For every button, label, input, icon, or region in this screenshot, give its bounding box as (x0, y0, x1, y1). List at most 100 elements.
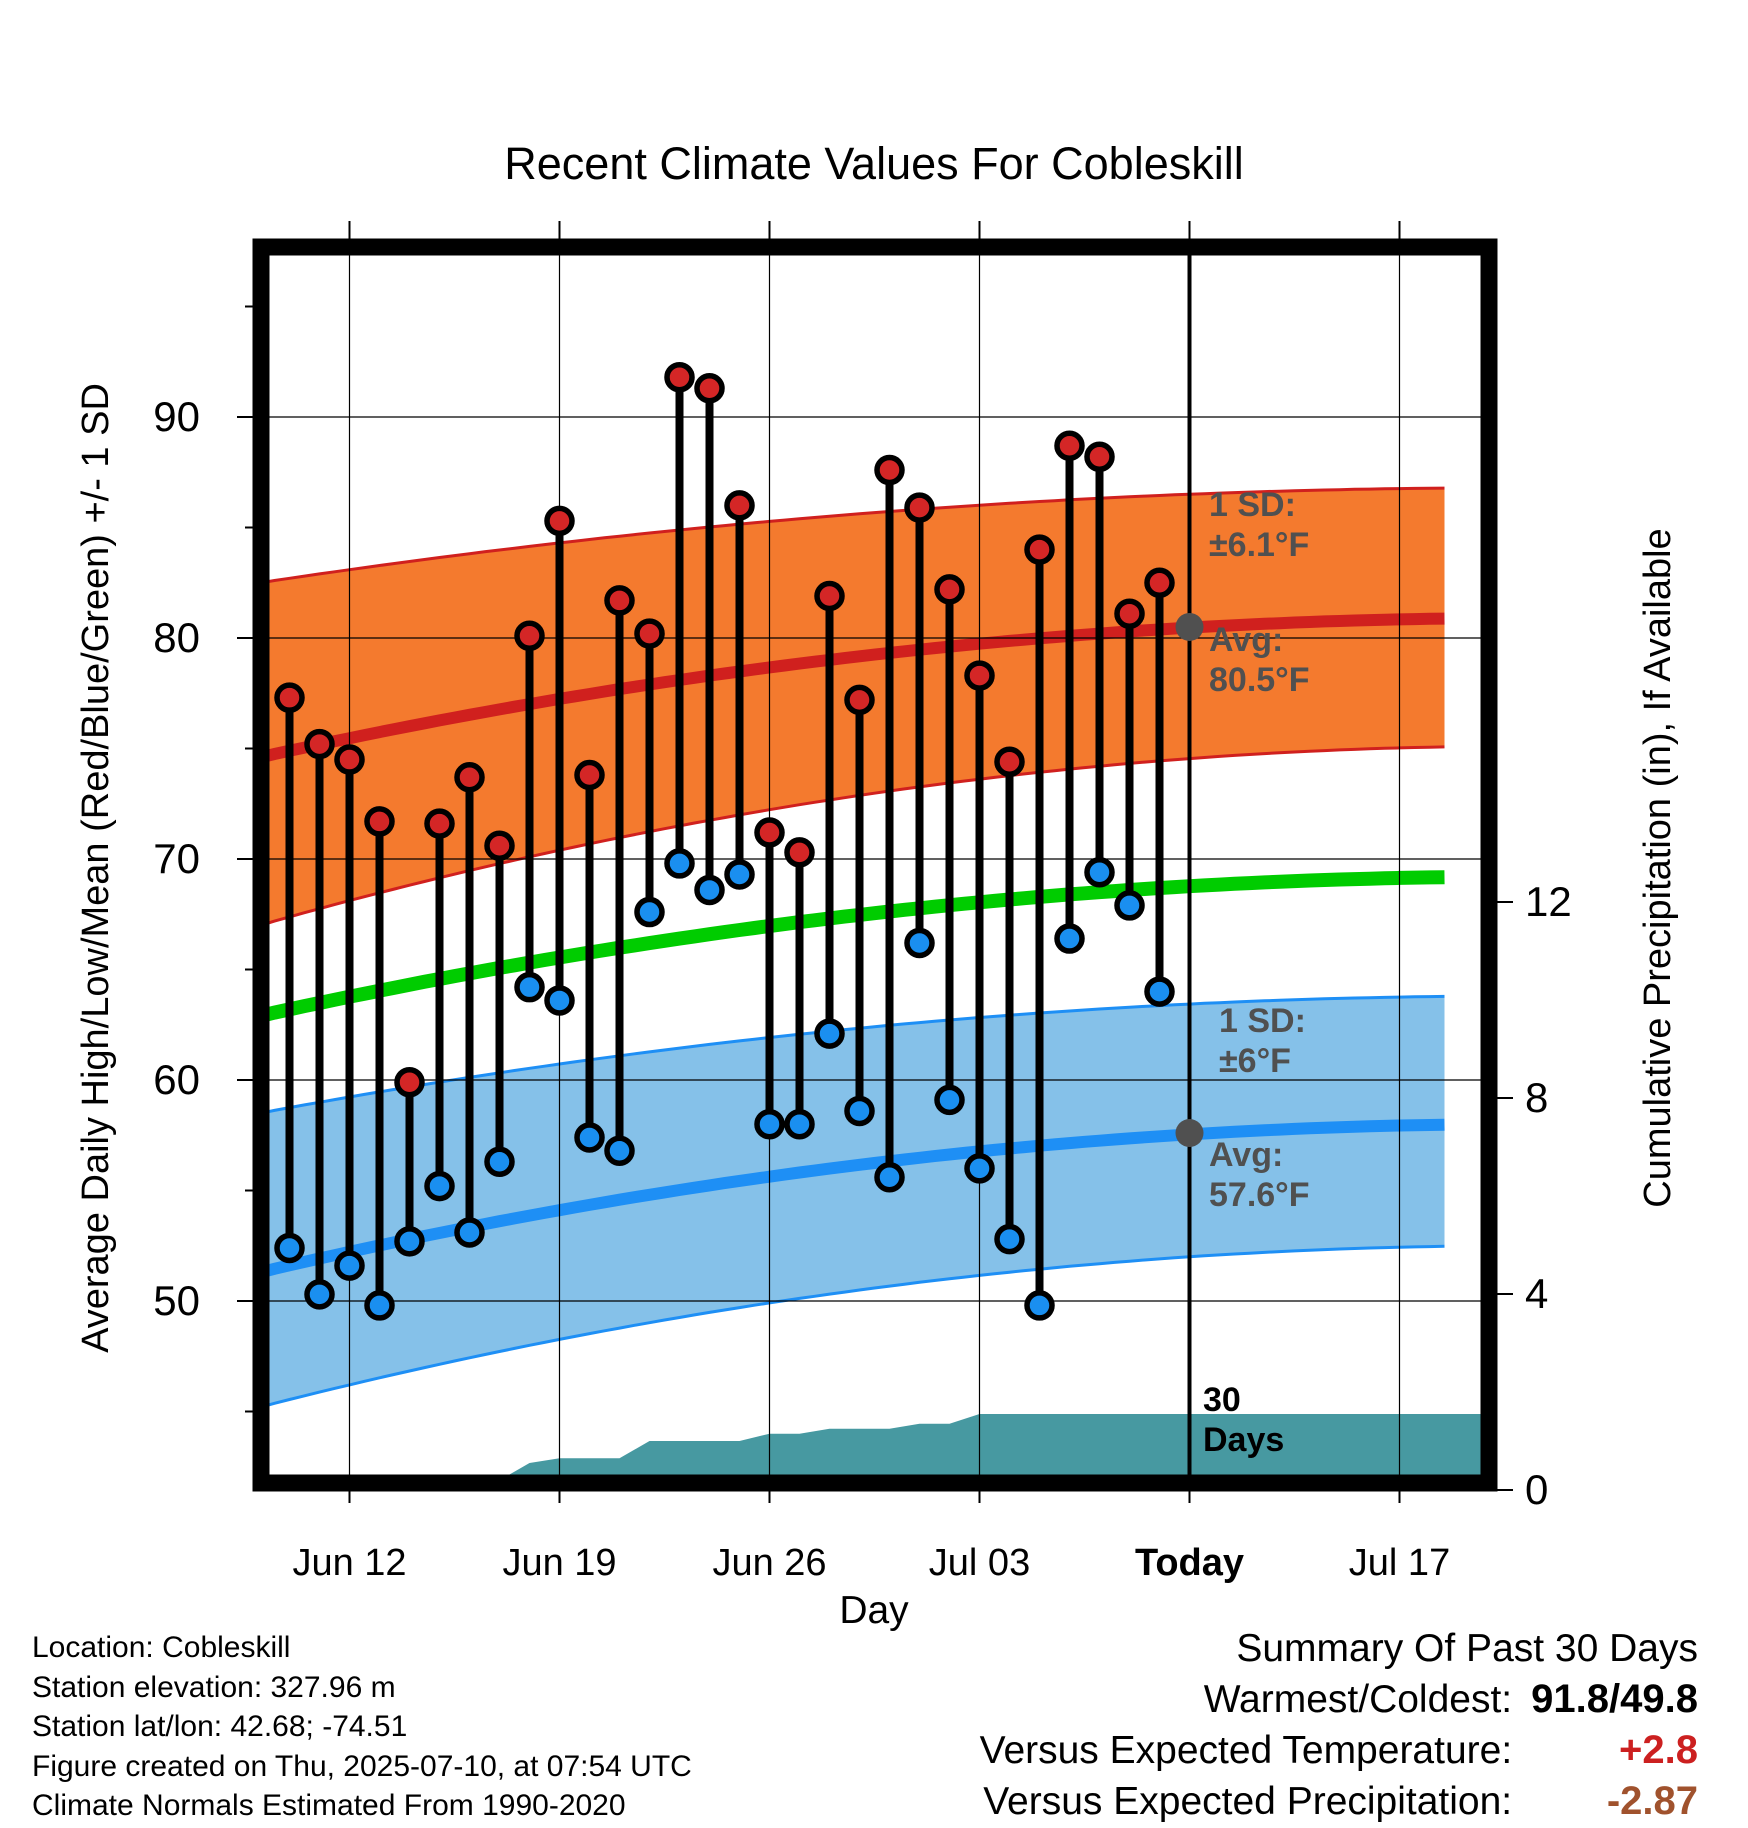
daily-high-point (334, 744, 365, 775)
daily-low-point (994, 1223, 1025, 1255)
x-tick-label: Jun 12 (292, 1542, 406, 1584)
period-annotation-line: Days (1203, 1421, 1284, 1459)
daily-low-point (664, 848, 695, 879)
daily-high-point (394, 1066, 425, 1098)
daily-high-point (454, 761, 485, 793)
elevation-text: Station elevation: 327.96 m (32, 1670, 396, 1704)
daily-low-point (334, 1250, 365, 1281)
daily-low-point (844, 1095, 875, 1127)
daily-high-point (1084, 441, 1115, 473)
y-axis-label-right: Cumulative Precipitation (in), If Availa… (1637, 528, 1679, 1207)
daily-high-point (814, 580, 845, 612)
y-tick-label-left: 50 (153, 1277, 200, 1324)
daily-high-point (694, 373, 725, 404)
summary-temp-row: Versus Expected Temperature: +2.8 (980, 1725, 1698, 1776)
avg-high-line (259, 612, 1445, 764)
daily-low-point (304, 1279, 335, 1310)
daily-high-point (424, 808, 455, 839)
daily-low-point (454, 1217, 485, 1248)
daily-low-point (934, 1084, 965, 1116)
precip-anomaly-value: -2.87 (1606, 1779, 1698, 1823)
daily-low-point (754, 1108, 785, 1140)
daily-low-point (1114, 890, 1145, 921)
today-avg-low-marker (1175, 1119, 1204, 1148)
low-sd-annotation: 1 SD: ±6°F (1219, 1002, 1306, 1080)
chart-title: Recent Climate Values For Cobleskill (504, 138, 1243, 189)
high-sd-annotation-line: 1 SD: (1209, 486, 1296, 524)
daily-high-point (604, 585, 635, 616)
daily-low-point (484, 1146, 515, 1178)
daily-high-point (544, 505, 575, 537)
daily-high-point (274, 682, 305, 713)
low-avg-annotation-line: 57.6°F (1209, 1176, 1310, 1214)
daily-high-point (1024, 534, 1055, 565)
daily-low-point (1024, 1290, 1055, 1321)
low-avg-annotation-line: Avg: (1209, 1136, 1283, 1174)
precipitation-area (261, 1414, 1489, 1490)
y-tick-label-left: 60 (153, 1056, 200, 1103)
y-axis-label-left: Average Daily High/Low/Mean (Red/Blue/Gr… (75, 383, 117, 1353)
daily-high-point (484, 830, 515, 861)
latlon-text: Station lat/lon: 42.68; -74.51 (32, 1710, 408, 1743)
daily-low-point (904, 927, 935, 959)
daily-high-point (634, 618, 665, 649)
daily-high-point (784, 837, 815, 868)
daily-low-point (814, 1018, 845, 1049)
normals-text: Climate Normals Estimated From 1990-2020 (32, 1789, 626, 1822)
y-tick-label-right: 12 (1525, 878, 1572, 925)
created-text: Figure created on Thu, 2025-07-10, at 07… (32, 1749, 692, 1783)
period-annotation-line: 30 (1203, 1381, 1241, 1419)
plot-frame (252, 238, 1498, 1492)
high-avg-annotation: Avg: 80.5°F (1209, 621, 1310, 699)
daily-high-point (904, 492, 935, 523)
temp-anomaly-label: Versus Expected Temperature: (979, 1729, 1513, 1772)
low-sd-band-upper-edge (260, 994, 1445, 1115)
x-tick-label: Jun 19 (502, 1542, 616, 1584)
warmest-value: 91.8/49.8 (1531, 1677, 1698, 1721)
x-tick-label: Jul 03 (929, 1542, 1030, 1584)
high-avg-annotation-line: 80.5°F (1209, 661, 1310, 699)
daily-high-point (514, 620, 545, 652)
daily-low-point (874, 1161, 905, 1193)
high-sd-band-upper-edge (260, 486, 1445, 585)
daily-high-point (1114, 598, 1145, 629)
temp-anomaly-value: +2.8 (1619, 1728, 1698, 1772)
daily-low-point (1054, 923, 1085, 954)
daily-low-point (1084, 857, 1115, 888)
daily-high-point (1144, 567, 1175, 598)
daily-low-point (514, 971, 545, 1003)
daily-low-point (604, 1135, 635, 1166)
x-tick-label: Jun 26 (712, 1542, 826, 1584)
daily-low-point (544, 985, 575, 1016)
daily-low-point (634, 896, 665, 928)
daily-low-point (424, 1170, 455, 1202)
summary-warmest-row: Warmest/Coldest: 91.8/49.8 (980, 1674, 1698, 1725)
y-tick-label-left: 90 (153, 393, 200, 440)
station-info: Location: Cobleskill Station elevation: … (32, 1628, 692, 1826)
x-axis-label: Day (839, 1589, 909, 1632)
daily-low-point (364, 1290, 395, 1321)
daily-high-point (874, 454, 905, 486)
low-avg-annotation: Avg: 57.6°F (1209, 1136, 1310, 1214)
daily-high-point (304, 728, 335, 760)
y-tick-label-left: 80 (153, 614, 200, 661)
daily-high-point (364, 806, 395, 837)
daily-low-point (964, 1153, 995, 1184)
daily-low-point (724, 859, 755, 890)
low-sd-annotation-line: 1 SD: (1219, 1002, 1306, 1040)
x-tick-label: Jul 17 (1349, 1542, 1450, 1584)
high-sd-band-lower-edge (260, 745, 1445, 927)
daily-low-point (394, 1226, 425, 1257)
low-sd-band-lower-edge (260, 1244, 1445, 1409)
high-avg-annotation-line: Avg: (1209, 621, 1283, 659)
high-sd-annotation-line: ±6.1°F (1209, 526, 1309, 564)
precip-anomaly-label: Versus Expected Precipitation: (983, 1780, 1513, 1823)
summary-heading: Summary Of Past 30 Days (1236, 1627, 1698, 1670)
y-tick-label-right: 4 (1525, 1270, 1548, 1317)
summary-panel: Summary Of Past 30 Days Warmest/Coldest:… (980, 1623, 1698, 1827)
daily-high-point (934, 574, 965, 605)
daily-low-point (784, 1108, 815, 1140)
y-tick-label-left: 70 (153, 835, 200, 882)
